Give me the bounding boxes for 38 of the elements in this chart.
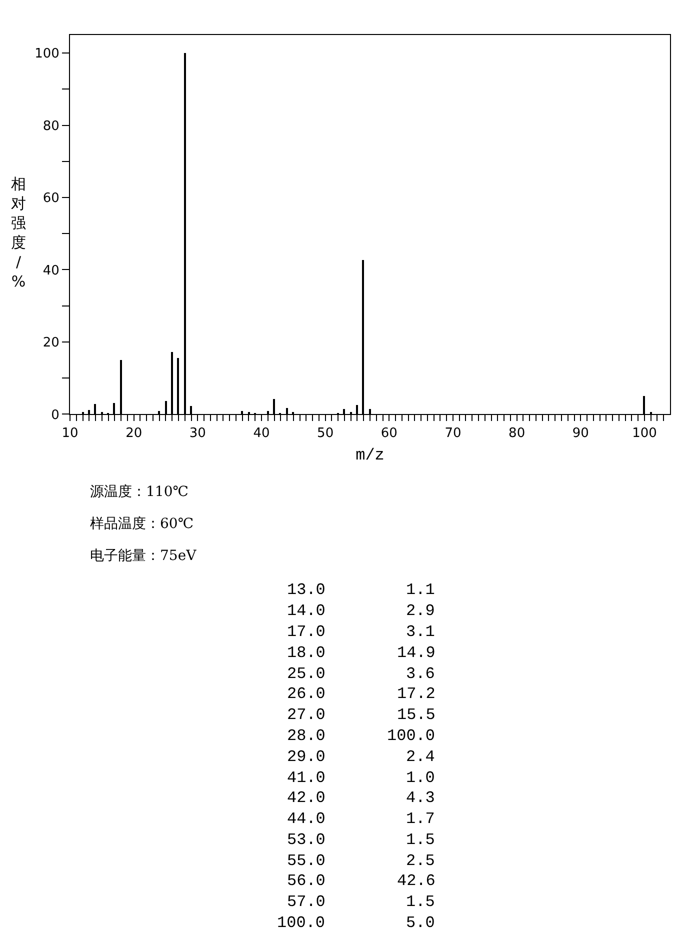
x-tick-label: 70 — [444, 426, 462, 441]
text: 源温度：110℃ — [90, 484, 188, 500]
text: 53.0 1.5 — [287, 831, 435, 849]
y-tick-label: 100 — [34, 46, 60, 62]
text: 电子能量：75eV — [90, 548, 198, 564]
text: 28.0 100.0 — [287, 727, 436, 745]
x-tick-label: 40 — [253, 426, 270, 441]
x-axis-title: m/z — [356, 446, 384, 464]
text: 26.0 17.2 — [287, 685, 436, 703]
y-tick-label: 0 — [51, 408, 60, 423]
y-tick-label: 40 — [42, 263, 60, 278]
x-tick-label: 30 — [189, 426, 206, 441]
text: 样品温度：60℃ — [90, 516, 194, 532]
text: 44.0 1.7 — [287, 810, 435, 828]
text: 42.0 4.3 — [287, 789, 435, 807]
y-tick-label: 60 — [42, 191, 60, 206]
y-tick-label: 80 — [42, 118, 60, 134]
x-tick-label: 80 — [508, 426, 526, 441]
x-tick-label: 60 — [380, 426, 398, 441]
x-tick-label: 50 — [317, 426, 334, 441]
text: 57.0 1.5 — [287, 893, 435, 911]
text: 100.0 5.0 — [277, 914, 435, 932]
x-tick-label: 10 — [62, 426, 78, 441]
text: 14.0 2.9 — [287, 602, 435, 620]
text: 55.0 2.5 — [287, 852, 435, 870]
text: 18.0 14.9 — [287, 644, 436, 662]
x-tick-label: 100 — [632, 426, 657, 441]
text: 17.0 3.1 — [287, 623, 435, 641]
y-axis-title: 相对强度/% — [11, 175, 26, 290]
y-tick-label: 20 — [42, 336, 60, 351]
text: 56.0 42.6 — [287, 872, 436, 890]
text: 27.0 15.5 — [287, 706, 436, 724]
text: 25.0 3.6 — [287, 665, 435, 683]
text: 13.0 1.1 — [287, 581, 435, 599]
text: 41.0 1.0 — [287, 769, 435, 787]
x-tick-label: 20 — [126, 426, 142, 441]
text: 29.0 2.4 — [287, 748, 435, 766]
x-tick-label: 90 — [572, 426, 589, 441]
